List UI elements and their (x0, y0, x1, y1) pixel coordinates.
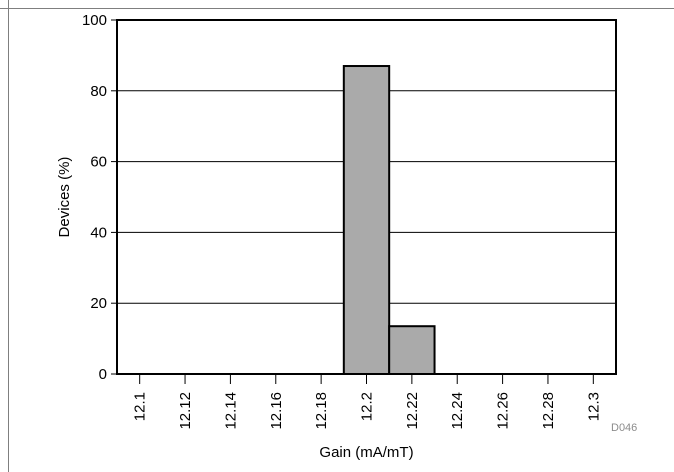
left-border (0, 0, 9, 472)
y-tick-label: 0 (99, 366, 107, 383)
x-tick-label: 12.3 (585, 392, 602, 421)
bars (342, 65, 436, 376)
x-tick-label: 12.18 (313, 392, 330, 430)
y-tick-label: 60 (90, 154, 107, 171)
x-axis-ticks: 12.1 12.12 12.14 12.16 12.18 12.2 12.22 12.24 12… (132, 374, 602, 430)
x-tick-label: 12.28 (540, 392, 557, 430)
bar-1 (388, 325, 436, 375)
y-tick-label: 80 (90, 83, 107, 100)
x-tick-label: 12.12 (177, 392, 194, 430)
x-axis-title: Gain (mA/mT) (319, 444, 413, 461)
x-tick-label: 12.1 (132, 392, 149, 421)
x-tick-label: 12.22 (404, 392, 421, 430)
y-axis-ticks: 0 20 40 60 80 100 (82, 12, 117, 383)
x-tick-label: 12.2 (359, 392, 376, 421)
y-tick-label: 100 (82, 12, 107, 29)
top-border (0, 0, 674, 9)
y-axis-title: Devices (%) (56, 157, 73, 238)
figure-code: D046 (611, 422, 637, 434)
x-tick-label: 12.26 (495, 392, 512, 430)
x-tick-label: 12.14 (222, 392, 239, 430)
x-tick-label: 12.24 (449, 392, 466, 430)
bar-0 (342, 65, 391, 376)
y-tick-label: 40 (90, 224, 107, 241)
x-tick-label: 12.16 (268, 392, 285, 430)
y-tick-label: 20 (90, 295, 107, 312)
